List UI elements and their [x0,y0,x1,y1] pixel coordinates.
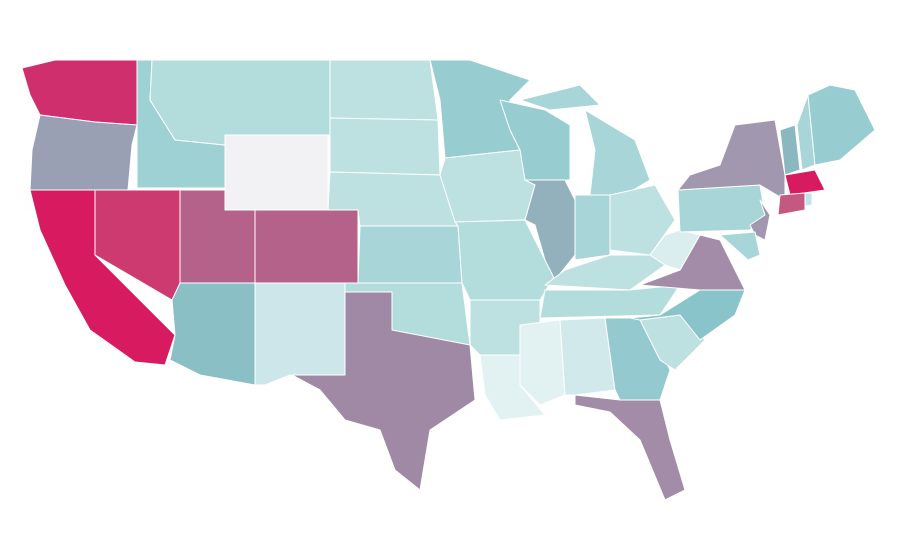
state-region [784,169,826,196]
state-region [224,134,329,211]
state-region [807,84,876,166]
state-region [539,284,681,319]
state-region [804,192,813,207]
state-region [777,192,806,216]
state-region [779,124,801,176]
state-region [21,59,138,126]
state-region [29,114,138,191]
state-region [357,225,463,284]
state-region [254,209,359,284]
state-region [629,289,746,341]
state-region [574,394,686,501]
state-region [559,317,616,396]
state-region [524,179,576,281]
state-region [149,59,331,146]
state-region [329,117,441,176]
state-region [291,291,476,491]
state-region [254,282,346,386]
state-region [519,319,566,406]
state-region [439,149,536,223]
state-region [519,84,601,111]
state-region [329,59,439,121]
state-region [574,194,611,261]
state-region [584,109,651,196]
state-region [719,231,761,261]
state-region [169,282,256,386]
state-region [649,229,701,271]
